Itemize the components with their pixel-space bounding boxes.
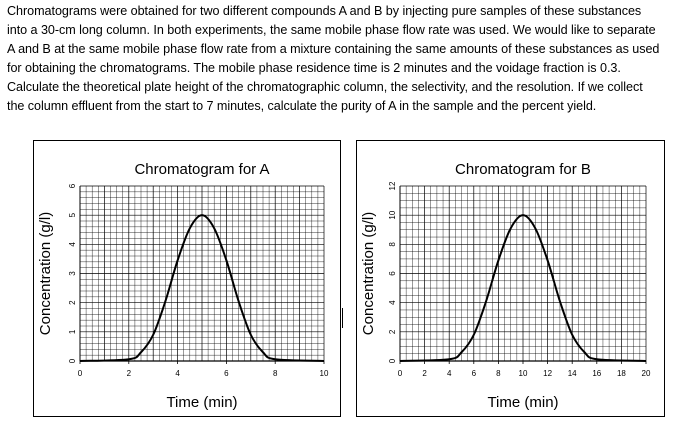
chart-a-y-tick-label: 4 [68,242,77,247]
chromatogram-a-chart: Chromatogram for A 0 2 4 6 8 10 0 1 2 3 4 5 6 Time (mi… [33,140,341,417]
chart-a-x-tick-label: 6 [224,369,229,378]
chart-a-y-tick-label: 0 [68,358,77,363]
chart-a-series-a-line [79,214,325,362]
chart-a-x-tick-label: 4 [175,369,180,378]
chart-a-frame [33,140,341,417]
chart-a-title: Chromatogram for A [134,161,269,178]
chart-b-y-tick-label: 10 [388,210,397,219]
chart-a-grid [79,185,325,362]
chart-b-y-tick-label: 12 [388,181,397,190]
chart-b-y-axis-label: Concentration (g/l) [360,212,377,335]
chart-a-x-tick-label: 0 [78,369,83,378]
chart-b-x-tick-label: 6 [472,369,477,378]
chart-b-x-tick-label: 12 [543,369,552,378]
chart-b-x-tick-label: 14 [568,369,577,378]
chart-b-x-tick-label: 16 [592,369,601,378]
chart-a-y-tick-label: 2 [68,300,77,305]
chart-a-y-axis-label: Concentration (g/l) [37,212,54,335]
chart-a-y-tick-label: 1 [68,329,77,334]
chart-b-x-tick-label: 0 [398,369,403,378]
chart-a-x-axis-label: Time (min) [166,394,237,411]
chart-a-x-tick-label: 8 [273,369,278,378]
chromatogram-b-chart: Chromatogram for B 0 2 4 6 8 10 12 14 16 18 20 0 2 4 6 8… [356,140,665,417]
chart-b-x-tick-label: 18 [617,369,626,378]
chart-a-y-tick-label: 3 [68,271,77,276]
chart-b-y-tick-label: 8 [388,242,397,247]
chart-a-x-tick-label: 10 [320,369,329,378]
chart-b-title: Chromatogram for B [455,161,591,178]
chart-a-y-tick-label: 6 [68,183,77,188]
problem-line-3: A and B at the same mobile phase flow ra… [7,42,660,56]
chart-b-x-axis-label: Time (min) [487,394,558,411]
chart-b-grid [399,185,647,362]
chart-a-y-tick-label: 5 [68,212,77,217]
chart-b-y-tick-label: 2 [388,329,397,334]
chart-b-y-tick-label: 4 [388,300,397,305]
problem-line-2: into a 30-cm long column. In both experi… [7,23,656,37]
problem-statement: Chromatograms were obtained for two diff… [7,2,691,116]
chart-a-x-tick-label: 2 [127,369,132,378]
chart-b-x-tick-label: 2 [422,369,427,378]
chart-b-x-tick-label: 20 [642,369,651,378]
problem-line-1: Chromatograms were obtained for two diff… [7,4,642,18]
chart-b-y-tick-label: 0 [388,358,397,363]
problem-line-6: the column effluent from the start to 7 … [7,99,597,113]
page-divider [342,308,343,328]
chart-b-series-b-line [399,214,647,362]
problem-line-4: for obtaining the chromatograms. The mob… [7,61,621,75]
chart-b-x-tick-label: 10 [519,369,528,378]
chart-b-x-tick-label: 8 [496,369,501,378]
chart-b-x-tick-label: 4 [447,369,452,378]
problem-line-5: Calculate the theoretical plate height o… [7,80,643,94]
chart-b-y-tick-label: 6 [388,271,397,276]
